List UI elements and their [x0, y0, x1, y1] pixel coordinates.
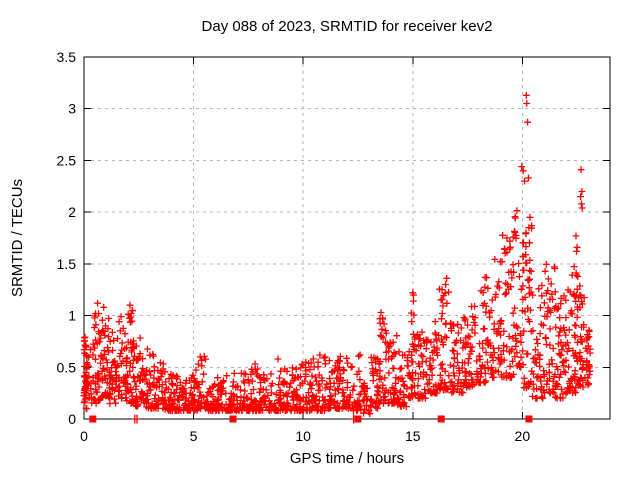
- y-tick-label: 1.5: [57, 256, 77, 272]
- x-tick-label: 5: [190, 428, 198, 444]
- x-tick-label: 20: [515, 428, 531, 444]
- y-tick-label: 1: [68, 308, 76, 324]
- zero-line-square-marker: [354, 415, 362, 423]
- x-tick-label: 15: [405, 428, 421, 444]
- y-tick-label: 3.5: [57, 49, 77, 65]
- x-tick-label: 10: [295, 428, 311, 444]
- y-tick-label: 2.5: [57, 152, 77, 168]
- y-axis-label: SRMTID / TECUs: [9, 179, 26, 297]
- zero-line-square-marker: [89, 415, 97, 423]
- axis-ticks: [83, 56, 610, 420]
- chart-title: Day 088 of 2023, SRMTID for receiver kev…: [202, 18, 493, 35]
- x-axis-label: GPS time / hours: [290, 450, 404, 467]
- scatter-points: [80, 91, 594, 424]
- plot-border: [83, 56, 611, 420]
- zero-line-square-marker: [229, 415, 237, 423]
- zero-line-square-marker: [437, 415, 445, 423]
- tick-labels: 0 5 10 15 20 0 0.5 1 1.5 2 2.5 3 3.5: [57, 49, 531, 444]
- y-tick-label: 0.5: [57, 359, 77, 375]
- y-tick-label: 3: [68, 101, 76, 117]
- y-tick-label: 2: [68, 204, 76, 220]
- zero-line-square-marker: [525, 415, 533, 423]
- data-points: [80, 91, 594, 424]
- y-tick-label: 0: [68, 411, 76, 427]
- x-tick-label: 0: [80, 428, 88, 444]
